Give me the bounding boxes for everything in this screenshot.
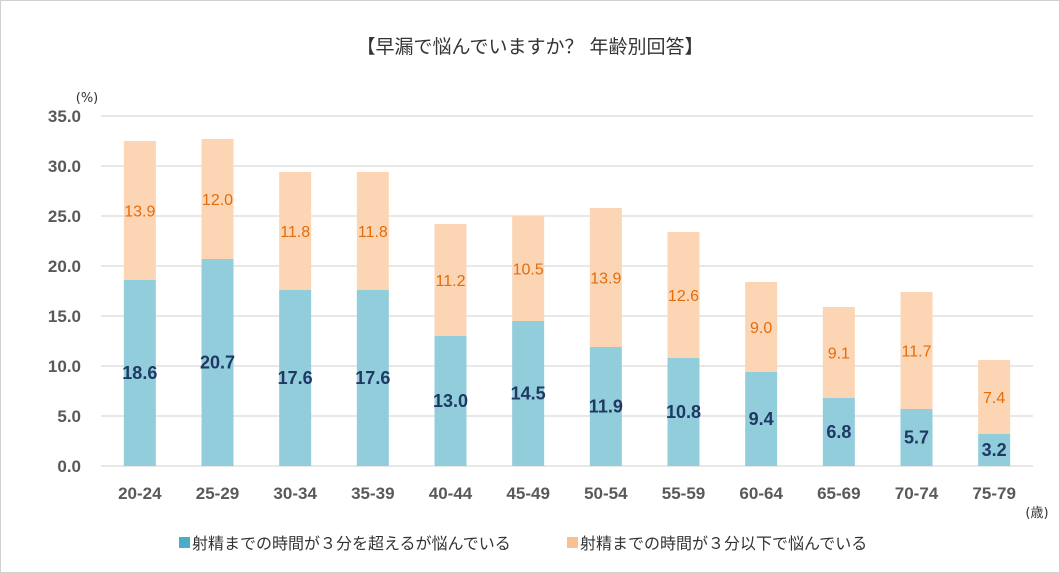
bar-segment-over-3min — [822, 398, 855, 466]
bar-segment-over-3min — [434, 336, 467, 466]
y-tick-label: 5.0 — [57, 407, 81, 426]
data-label: 11.7 — [902, 344, 932, 361]
bar-segment-under-3min — [745, 282, 778, 372]
data-label: 3.2 — [982, 440, 1007, 460]
data-label: 10.5 — [513, 262, 544, 279]
data-label: 10.8 — [666, 402, 701, 422]
data-label: 11.8 — [280, 224, 310, 241]
data-label: 17.6 — [355, 368, 390, 388]
bar-segment-under-3min — [667, 232, 700, 358]
bar-segment-over-3min — [279, 290, 312, 466]
y-tick-label: 20.0 — [48, 257, 81, 276]
data-label: 13.9 — [124, 204, 155, 221]
x-tick-label: 25-29 — [196, 484, 239, 503]
x-tick-label: 55-59 — [662, 484, 705, 503]
bar-segment-over-3min — [900, 409, 933, 466]
x-tick-label: 50-54 — [584, 484, 628, 503]
bar-segment-over-3min — [512, 321, 545, 466]
legend-label: 射精までの時間が３分以下で悩んでいる — [580, 534, 867, 553]
legend-swatch — [179, 537, 190, 548]
x-tick-label: 40-44 — [429, 484, 473, 503]
bar-segment-under-3min — [279, 172, 312, 290]
bar-segment-under-3min — [201, 139, 234, 259]
bar-segment-under-3min — [822, 307, 855, 398]
bar-segment-over-3min — [745, 372, 778, 466]
data-label: 5.7 — [904, 428, 929, 448]
x-tick-label: 60-64 — [739, 484, 783, 503]
x-tick-label: 30-34 — [273, 484, 317, 503]
x-axis-unit: (歳) — [1025, 506, 1048, 521]
bar-segment-under-3min — [356, 172, 389, 290]
y-tick-label: 0.0 — [57, 457, 81, 476]
bar-segment-over-3min — [356, 290, 389, 466]
bar-segment-over-3min — [589, 347, 622, 466]
bar-segment-under-3min — [512, 216, 545, 321]
data-label: 14.5 — [511, 384, 546, 404]
y-tick-label: 25.0 — [48, 207, 81, 226]
data-label: 12.0 — [202, 192, 233, 209]
data-label: 12.6 — [668, 288, 699, 305]
data-label: 13.0 — [433, 391, 468, 411]
x-tick-label: 65-69 — [817, 484, 860, 503]
bar-segment-under-3min — [123, 141, 156, 280]
y-tick-label: 35.0 — [48, 107, 81, 126]
x-tick-label: 70-74 — [895, 484, 939, 503]
bar-segment-over-3min — [201, 259, 234, 466]
y-tick-label: 15.0 — [48, 307, 81, 326]
data-label: 18.6 — [122, 363, 157, 383]
bar-segment-over-3min — [978, 434, 1011, 466]
data-label: 11.8 — [358, 224, 388, 241]
data-label: 13.9 — [590, 271, 621, 288]
bar-segment-under-3min — [900, 292, 933, 409]
y-axis-unit: (%) — [76, 91, 99, 106]
x-tick-label: 20-24 — [118, 484, 162, 503]
data-label: 9.0 — [750, 320, 772, 337]
data-label: 11.9 — [589, 397, 623, 417]
bar-segment-over-3min — [123, 280, 156, 466]
bar-segment-under-3min — [589, 208, 622, 347]
data-label: 11.2 — [436, 273, 466, 290]
data-label: 17.6 — [278, 368, 313, 388]
data-label: 9.4 — [749, 409, 774, 429]
legend-swatch — [567, 537, 578, 548]
bar-segment-under-3min — [978, 360, 1011, 434]
chart-title: 【早漏で悩んでいますか？ 年齢別回答】 — [356, 36, 703, 58]
y-tick-label: 10.0 — [48, 357, 81, 376]
bar-segment-over-3min — [667, 358, 700, 466]
bar-segment-under-3min — [434, 224, 467, 336]
data-label: 6.8 — [826, 422, 851, 442]
x-tick-label: 35-39 — [351, 484, 394, 503]
x-tick-label: 45-49 — [506, 484, 549, 503]
legend-label: 射精までの時間が３分を超えるが悩んでいる — [192, 534, 511, 553]
y-tick-label: 30.0 — [48, 157, 81, 176]
data-label: 7.4 — [983, 390, 1005, 407]
data-label: 9.1 — [828, 346, 850, 363]
x-tick-label: 75-79 — [972, 484, 1015, 503]
data-label: 20.7 — [200, 353, 235, 373]
